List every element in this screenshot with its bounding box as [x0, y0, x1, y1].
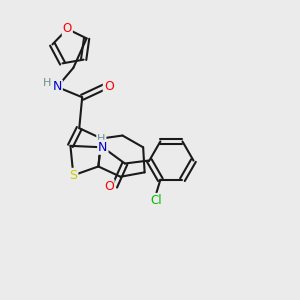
Text: S: S	[69, 169, 77, 182]
Text: O: O	[63, 22, 72, 35]
Text: N: N	[52, 80, 62, 94]
Text: O: O	[104, 80, 114, 94]
Text: O: O	[104, 180, 114, 193]
Text: N: N	[98, 141, 107, 154]
Text: H: H	[43, 78, 51, 88]
Text: H: H	[97, 134, 106, 144]
Text: Cl: Cl	[150, 194, 162, 207]
